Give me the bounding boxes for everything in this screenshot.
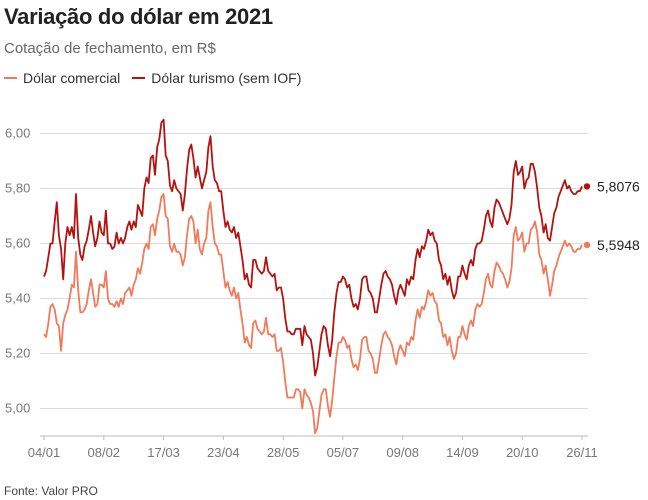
legend-swatch-turismo bbox=[132, 77, 146, 79]
end-point-turismo bbox=[583, 183, 591, 190]
x-tick-label: 14/09 bbox=[446, 445, 479, 460]
chart-legend: Dólar comercial Dólar turismo (sem IOF) bbox=[4, 70, 313, 86]
x-tick-label: 17/03 bbox=[147, 445, 180, 460]
end-value-label-turismo: 5,8076 bbox=[597, 178, 640, 194]
y-tick-label: 5,20 bbox=[5, 346, 30, 361]
end-point-comercial bbox=[583, 241, 591, 249]
series-line-turismo bbox=[43, 118, 583, 377]
y-tick-label: 5,00 bbox=[5, 401, 30, 416]
legend-label-turismo: Dólar turismo (sem IOF) bbox=[151, 70, 302, 86]
x-tick-label: 26/11 bbox=[566, 445, 598, 460]
y-tick-label: 5,80 bbox=[5, 181, 30, 196]
legend-item-turismo: Dólar turismo (sem IOF) bbox=[132, 70, 301, 86]
series-line-comercial bbox=[43, 193, 583, 435]
x-tick-label: 04/01 bbox=[28, 445, 61, 460]
x-tick-label: 23/04 bbox=[207, 445, 240, 460]
x-tick-label: 05/07 bbox=[327, 445, 360, 460]
x-tick-label: 20/10 bbox=[506, 445, 539, 460]
chart-source: Fonte: Valor PRO bbox=[4, 484, 98, 498]
legend-item-comercial: Dólar comercial bbox=[4, 70, 120, 86]
end-value-label-comercial: 5,5948 bbox=[597, 237, 640, 253]
y-tick-label: 6,00 bbox=[5, 126, 30, 141]
x-tick-label: 09/08 bbox=[386, 445, 419, 460]
y-tick-label: 5,40 bbox=[5, 291, 30, 306]
y-tick-label: 5,60 bbox=[5, 236, 30, 251]
chart-title: Variação do dólar em 2021 bbox=[4, 4, 273, 29]
legend-label-comercial: Dólar comercial bbox=[23, 70, 121, 86]
x-tick-label: 28/05 bbox=[267, 445, 300, 460]
x-tick-label: 08/02 bbox=[88, 445, 121, 460]
chart-subtitle: Cotação de fechamento, em R$ bbox=[4, 40, 216, 57]
legend-swatch-comercial bbox=[4, 77, 17, 79]
